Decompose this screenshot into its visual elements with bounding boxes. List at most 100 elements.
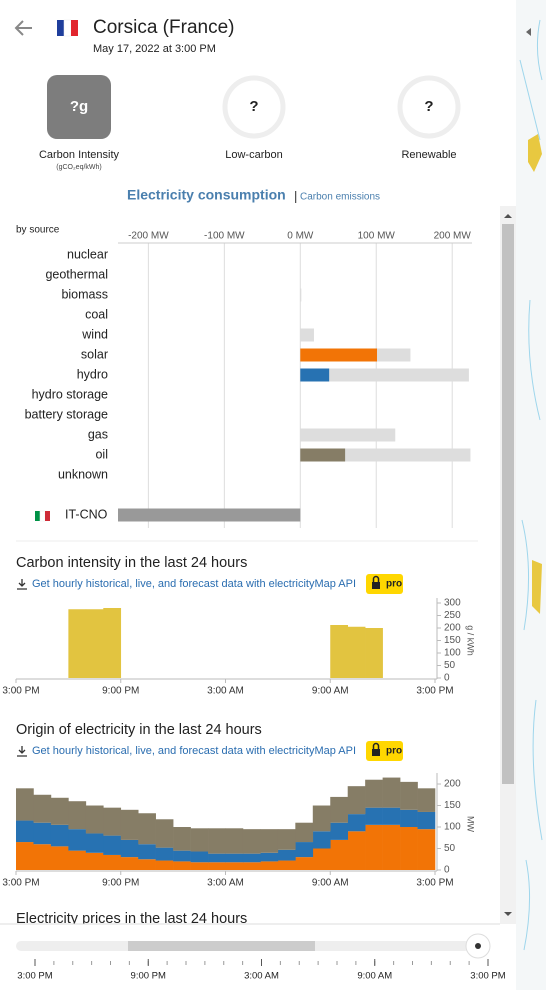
area-step (173, 850, 191, 862)
area-step (330, 796, 349, 823)
area-step (347, 831, 366, 870)
source-label: battery storage (25, 407, 108, 421)
source-label: biomass (61, 287, 108, 301)
source-label: hydro (77, 367, 108, 381)
timeline-panel (0, 924, 500, 990)
x-tick-label: 3:00 AM (207, 878, 244, 889)
x-tick-label: 3:00 PM (2, 878, 39, 889)
area-step (260, 829, 279, 853)
area-step (242, 829, 261, 854)
api-link[interactable]: Get hourly historical, live, and forecas… (32, 745, 356, 757)
area-step (208, 828, 226, 854)
date: May 17, 2022 at 3:00 PM (93, 43, 216, 55)
low-carbon-label: Low-carbon (225, 149, 282, 161)
y-tick-label: 150 (444, 635, 461, 646)
source-label: wind (81, 327, 108, 341)
area-step (382, 777, 401, 808)
sun-icon (475, 943, 481, 949)
api-link[interactable]: Get hourly historical, live, and forecas… (32, 578, 356, 590)
lock-shackle (372, 575, 380, 582)
area-step (400, 781, 418, 810)
y-tick-label: 200 (444, 623, 461, 634)
area-step (33, 822, 52, 845)
pro-text: pro (386, 579, 402, 590)
timeline-tick-label: 3:00 PM (17, 971, 52, 982)
carbon-box (47, 75, 111, 139)
area-step (242, 862, 261, 870)
y-tick-label: 0 (444, 673, 450, 684)
bar (365, 628, 383, 678)
timeline-range (128, 941, 315, 951)
area-step (85, 805, 104, 834)
source-label: solar (81, 347, 108, 361)
flag-france (57, 19, 78, 37)
y-axis-label: MW (466, 816, 476, 832)
timeline-tick-label: 9:00 PM (131, 971, 166, 982)
x-tick-label: -200 MW (128, 231, 169, 242)
lock-icon (372, 582, 380, 589)
x-tick-label: 3:00 PM (416, 878, 453, 889)
area-step (155, 860, 174, 870)
area-step (173, 827, 191, 851)
area-step (120, 809, 139, 840)
tab-other[interactable]: Carbon emissions (300, 192, 380, 203)
bar (330, 625, 349, 678)
carbon-label: Carbon Intensity (39, 149, 120, 161)
area-step (400, 809, 418, 828)
area-step (50, 824, 69, 847)
bar (103, 608, 122, 678)
prices-title: Electricity prices in the last 24 hours (16, 911, 247, 927)
low-carbon-ring (222, 75, 286, 139)
lock-shackle (372, 742, 380, 749)
source-label: coal (85, 307, 108, 321)
area-step (138, 844, 156, 860)
production-bar (300, 448, 346, 462)
production-bar (300, 348, 378, 362)
pro-text: pro (386, 746, 402, 757)
collapse-arrow[interactable] (526, 28, 531, 36)
x-tick-label: 3:00 AM (207, 686, 244, 697)
flag-italy (35, 510, 50, 522)
area-step (312, 848, 331, 870)
back-button[interactable] (14, 20, 32, 36)
source-label: geothermal (45, 267, 108, 281)
area-step (103, 835, 122, 855)
x-tick-label: 9:00 PM (102, 878, 139, 889)
area-step (225, 853, 244, 863)
area-step (295, 822, 314, 843)
area-step (173, 861, 191, 870)
area-step (242, 853, 261, 863)
y-tick-label: 50 (444, 843, 456, 854)
area-step (347, 786, 366, 815)
scrollbar[interactable] (500, 206, 516, 924)
y-tick-label: 0 (444, 865, 450, 876)
map-strip (516, 0, 546, 990)
area-step (417, 829, 436, 870)
area-step (16, 842, 34, 870)
source-label: unknown (58, 467, 108, 481)
area-step (190, 828, 209, 852)
x-tick-label: 3:00 PM (2, 686, 39, 697)
exchange-bar (118, 508, 301, 522)
area-step (330, 839, 349, 870)
area-step (155, 819, 174, 848)
x-tick-label: 9:00 AM (312, 686, 349, 697)
area-step (85, 852, 104, 870)
lock-icon (372, 749, 380, 756)
area-step (33, 794, 52, 823)
area-step (260, 852, 279, 862)
area-step (260, 861, 279, 870)
area-step (208, 853, 226, 863)
low-carbon-value: ? (249, 98, 258, 115)
area-step (417, 811, 436, 830)
production-bar (300, 368, 330, 382)
area-step (277, 860, 296, 870)
y-tick-label: 300 (444, 598, 461, 609)
renewable-label: Renewable (401, 149, 456, 161)
tab-active[interactable]: Electricity consumption (127, 187, 286, 203)
area-step (103, 807, 122, 836)
x-tick-label: 9:00 PM (102, 686, 139, 697)
timeline-tick-label: 9:00 AM (357, 971, 392, 982)
area-step (68, 829, 87, 851)
